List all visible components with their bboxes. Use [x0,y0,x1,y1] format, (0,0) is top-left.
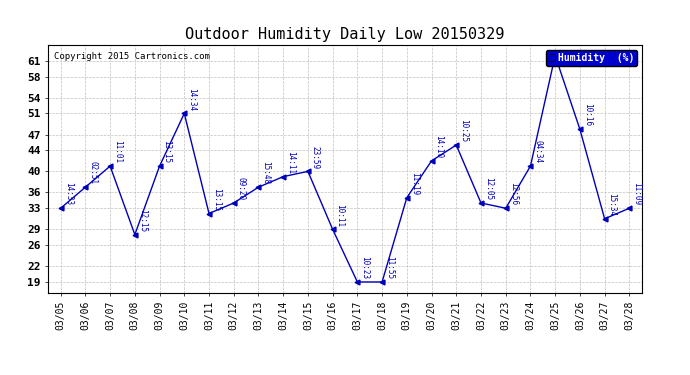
Text: 23:59: 23:59 [311,146,320,169]
Text: 13:15: 13:15 [163,140,172,164]
Text: 11:09: 11:09 [632,183,641,206]
Text: 14:34: 14:34 [187,88,196,111]
Text: 11:01: 11:01 [113,140,122,164]
Text: 02:51: 02:51 [88,161,97,184]
Text: Copyright 2015 Cartronics.com: Copyright 2015 Cartronics.com [55,53,210,62]
Text: 15:48: 15:48 [262,161,270,184]
Text: 12:05: 12:05 [484,177,493,200]
Text: 14:11: 14:11 [286,151,295,174]
Text: 04:34: 04:34 [533,140,542,164]
Text: 10:11: 10:11 [335,204,344,226]
Text: 13:15: 13:15 [212,188,221,211]
Text: 14:33: 14:33 [63,183,72,206]
Text: 11:19: 11:19 [410,172,419,195]
Text: 10:25: 10:25 [460,119,469,142]
Text: 14:10: 14:10 [435,135,444,158]
Text: 12:15: 12:15 [138,209,147,232]
Legend: Humidity  (%): Humidity (%) [546,50,637,66]
Text: 10:23: 10:23 [360,256,369,279]
Text: 09:20: 09:20 [237,177,246,200]
Text: 12:56: 12:56 [509,183,518,206]
Text: 10:16: 10:16 [583,104,592,127]
Title: Outdoor Humidity Daily Low 20150329: Outdoor Humidity Daily Low 20150329 [186,27,504,42]
Text: 15:34: 15:34 [608,193,617,216]
Text: 11:55: 11:55 [385,256,394,279]
